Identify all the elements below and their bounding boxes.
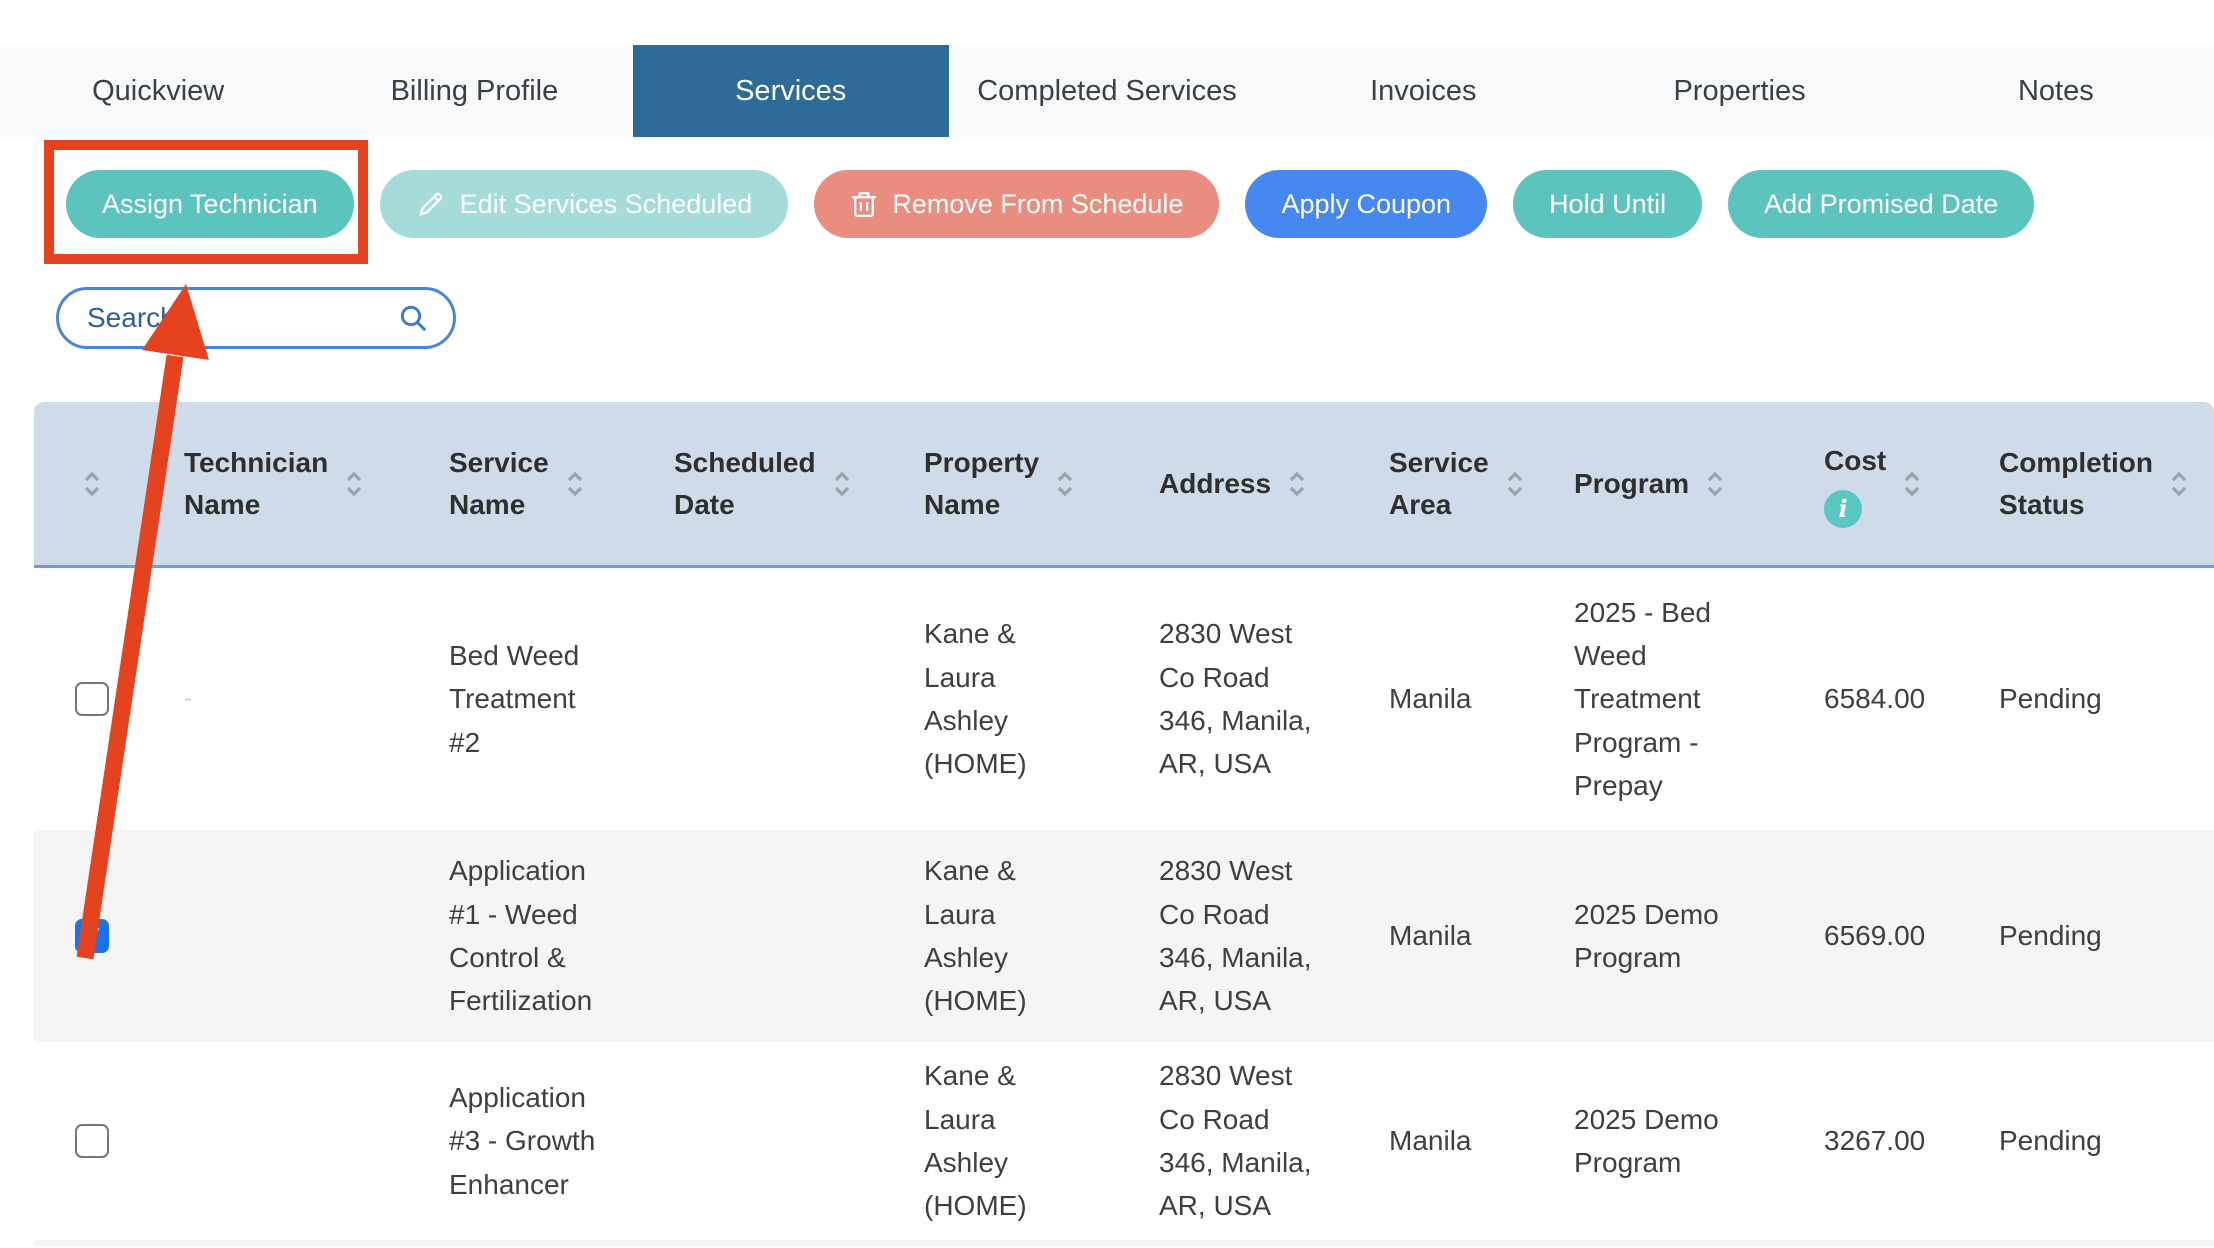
search-icon[interactable] bbox=[397, 302, 429, 334]
sort-icon[interactable] bbox=[565, 468, 585, 500]
header-property-name: Property Name bbox=[890, 402, 1125, 565]
actions-toolbar: Assign Technician Edit Services Schedule… bbox=[66, 170, 2035, 238]
sort-icon[interactable] bbox=[344, 468, 364, 500]
table-header-row: Technician Name Service Name Scheduled D… bbox=[34, 402, 2214, 568]
cell-address: 2830 West Co Road 346, Manila, AR, USA bbox=[1159, 1060, 1312, 1222]
hold-until-label: Hold Until bbox=[1549, 188, 1667, 219]
cell-property-name: Kane & Laura Ashley (HOME) bbox=[924, 618, 1027, 780]
trash-icon bbox=[850, 189, 878, 219]
cell-cost: 6569.00 bbox=[1824, 920, 1926, 952]
row-checkbox[interactable]: ✓ bbox=[75, 1124, 109, 1158]
sort-icon[interactable] bbox=[2169, 468, 2189, 500]
row-checkbox[interactable]: ✓ bbox=[75, 919, 109, 953]
hold-until-button[interactable]: Hold Until bbox=[1513, 170, 1703, 238]
table-row-partial bbox=[34, 1240, 2214, 1246]
tab-invoices[interactable]: Invoices bbox=[1370, 74, 1477, 107]
sort-icon[interactable] bbox=[1055, 468, 1075, 500]
search-box bbox=[56, 287, 456, 349]
cell-cost: 6584.00 bbox=[1824, 683, 1926, 715]
tab-bar: Quickview Billing Profile Services Compl… bbox=[0, 45, 2214, 137]
sort-icon[interactable] bbox=[82, 468, 102, 500]
cell-program: 2025 Demo Program bbox=[1574, 898, 1719, 973]
header-service-name: Service Name bbox=[415, 402, 640, 565]
cell-cost: 3267.00 bbox=[1824, 1125, 1926, 1157]
header-program: Program bbox=[1540, 402, 1790, 565]
header-technician-name: Technician Name bbox=[150, 402, 415, 565]
remove-from-schedule-button[interactable]: Remove From Schedule bbox=[814, 170, 1220, 238]
cell-property-name: Kane & Laura Ashley (HOME) bbox=[924, 855, 1027, 1017]
edit-services-scheduled-label: Edit Services Scheduled bbox=[459, 188, 753, 219]
header-service-area: Service Area bbox=[1355, 402, 1540, 565]
apply-coupon-label: Apply Coupon bbox=[1281, 188, 1452, 219]
header-completion-status: Completion Status bbox=[1965, 402, 2214, 565]
table-row: ✓ - Bed Weed Treatment #2 Kane & Laura A… bbox=[34, 568, 2214, 830]
sort-icon[interactable] bbox=[832, 468, 852, 500]
assign-technician-button[interactable]: Assign Technician bbox=[66, 170, 354, 238]
assign-technician-label: Assign Technician bbox=[102, 188, 318, 219]
header-cost: Cost i bbox=[1790, 402, 1965, 565]
sort-icon[interactable] bbox=[1505, 468, 1525, 500]
table-row: ✓ Application #3 - Growth Enhancer Kane … bbox=[34, 1042, 2214, 1240]
tab-services[interactable]: Services bbox=[632, 45, 949, 137]
cell-program: 2025 Demo Program bbox=[1574, 1103, 1719, 1178]
tab-properties[interactable]: Properties bbox=[1673, 74, 1806, 107]
cell-completion-status: Pending bbox=[1999, 920, 2102, 952]
header-address: Address bbox=[1125, 402, 1355, 565]
cell-service-name: Bed Weed Treatment #2 bbox=[449, 639, 580, 758]
cell-technician-name: - bbox=[184, 685, 192, 713]
edit-services-scheduled-button[interactable]: Edit Services Scheduled bbox=[379, 170, 789, 238]
cell-completion-status: Pending bbox=[1999, 1125, 2102, 1157]
cell-service-area: Manila bbox=[1389, 920, 1472, 952]
sort-icon[interactable] bbox=[1287, 468, 1307, 500]
sort-icon[interactable] bbox=[1705, 468, 1725, 500]
cell-service-name: Application #1 - Weed Control & Fertiliz… bbox=[449, 855, 593, 1017]
cell-program: 2025 - Bed Weed Treatment Program - Prep… bbox=[1574, 596, 1711, 802]
tab-billing-profile[interactable]: Billing Profile bbox=[390, 74, 559, 107]
cell-property-name: Kane & Laura Ashley (HOME) bbox=[924, 1060, 1027, 1222]
cell-completion-status: Pending bbox=[1999, 683, 2102, 715]
cell-service-area: Manila bbox=[1389, 683, 1472, 715]
info-icon[interactable]: i bbox=[1824, 489, 1862, 528]
row-checkbox[interactable]: ✓ bbox=[75, 682, 109, 716]
cell-service-name: Application #3 - Growth Enhancer bbox=[449, 1081, 596, 1200]
cell-address: 2830 West Co Road 346, Manila, AR, USA bbox=[1159, 618, 1312, 780]
tab-quickview[interactable]: Quickview bbox=[92, 74, 225, 107]
services-table: Technician Name Service Name Scheduled D… bbox=[34, 402, 2214, 1246]
tab-notes[interactable]: Notes bbox=[2017, 74, 2094, 107]
header-select-column bbox=[34, 402, 150, 565]
apply-coupon-button[interactable]: Apply Coupon bbox=[1245, 170, 1488, 238]
table-row: ✓ Application #1 - Weed Control & Fertil… bbox=[34, 830, 2214, 1042]
remove-from-schedule-label: Remove From Schedule bbox=[892, 188, 1184, 219]
add-promised-date-label: Add Promised Date bbox=[1764, 188, 1999, 219]
tab-completed-services[interactable]: Completed Services bbox=[977, 74, 1237, 107]
header-scheduled-date: Scheduled Date bbox=[640, 402, 890, 565]
sort-icon[interactable] bbox=[1902, 468, 1922, 500]
cell-address: 2830 West Co Road 346, Manila, AR, USA bbox=[1159, 855, 1312, 1017]
cell-service-area: Manila bbox=[1389, 1125, 1472, 1157]
add-promised-date-button[interactable]: Add Promised Date bbox=[1728, 170, 2035, 238]
search-input[interactable] bbox=[87, 302, 397, 334]
pencil-icon bbox=[416, 189, 446, 219]
